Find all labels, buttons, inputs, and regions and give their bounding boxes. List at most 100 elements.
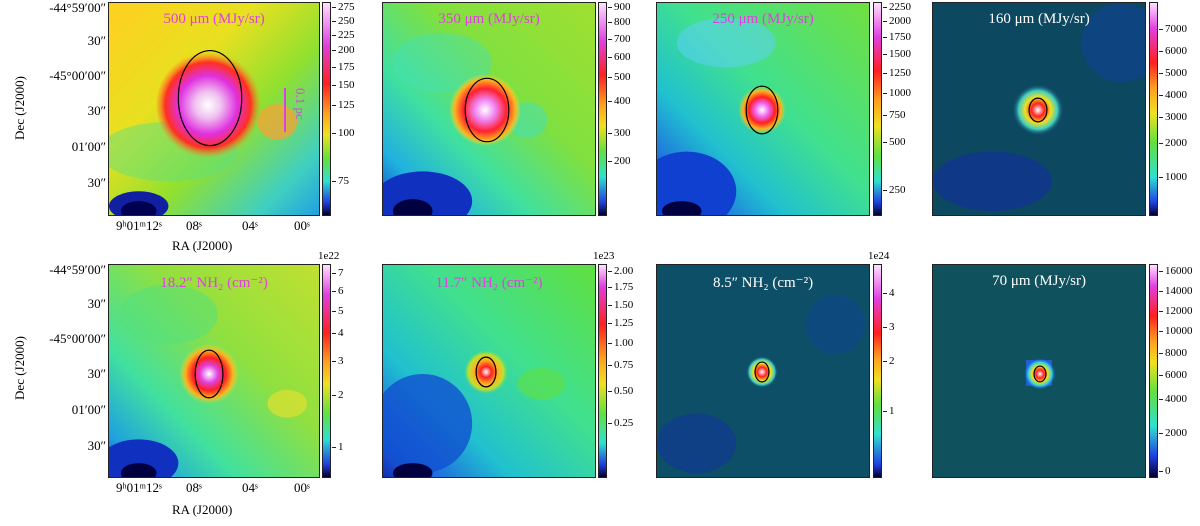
colorbar-tick: 200: [608, 155, 631, 167]
colorbar-tick: 6000: [1159, 45, 1187, 57]
colorbar-multiplier: 1e23: [593, 250, 615, 262]
colorbar-tick: 1.00: [607, 337, 634, 349]
panel-title: 250 μm (MJy/sr): [712, 11, 814, 27]
dec-tick: 30″: [87, 366, 106, 381]
colorbar-tick: 2000: [1159, 137, 1187, 149]
colorbar-tick: 8000: [1159, 347, 1187, 359]
dec-axis-title: Dec (J2000): [12, 336, 27, 400]
colorbar-tick: 1500: [883, 48, 911, 60]
colorbar-tick: 16000: [1159, 265, 1193, 277]
colorbar-tick: 3: [883, 321, 895, 333]
colorbar-tick: 1250: [883, 67, 911, 79]
ra-axis-title: RA (J2000): [172, 502, 233, 517]
map-panel-70um: 70 μm (MJy/sr): [932, 264, 1146, 478]
colorbar: [1149, 264, 1158, 478]
colorbar-tick: 250: [883, 184, 906, 196]
colorbar-tick: 2: [883, 355, 895, 367]
dec-tick: -45°00′00″: [49, 331, 106, 346]
ra-axis-title: RA (J2000): [172, 238, 233, 253]
map-panel-nh2-11: 11.7″ NH₂ (cm⁻²): [382, 264, 596, 478]
colorbar: [322, 264, 331, 478]
colorbar-tick: 750: [883, 109, 906, 121]
colorbar-tick: 1: [332, 441, 344, 453]
map-panel-nh2-18: 18.2″ NH₂ (cm⁻²): [108, 264, 320, 478]
panel-title: 8.5″ NH₂ (cm⁻²): [712, 275, 814, 291]
panel-title: 11.7″ NH₂ (cm⁻²): [435, 275, 543, 291]
colorbar-tick: 0.25: [607, 417, 634, 429]
panel-title: 18.2″ NH₂ (cm⁻²): [160, 275, 268, 291]
colorbar-tick: 1750: [883, 31, 911, 43]
colorbar-tick: 4000: [1159, 393, 1187, 405]
dec-tick: 30″: [87, 438, 106, 453]
colorbar-tick: 600: [608, 51, 631, 63]
colorbar-tick: 400: [608, 95, 631, 107]
colorbar-tick: 3000: [1159, 111, 1187, 123]
dec-tick: 01′00″: [71, 139, 106, 154]
colorbar-tick: 1000: [1159, 171, 1187, 183]
dec-tick: -44°59′00″: [49, 0, 106, 15]
ra-tick: 00ˢ: [294, 480, 310, 495]
colorbar-tick: 3: [332, 355, 344, 367]
colorbar-tick: 1.75: [607, 281, 634, 293]
colorbar-tick: 10000: [1159, 325, 1193, 337]
colorbar-tick: 0: [1159, 465, 1171, 477]
ra-tick: 04ˢ: [242, 480, 258, 495]
colorbar-tick: 150: [332, 79, 355, 91]
colorbar: [873, 264, 882, 478]
dec-axis-title: Dec (J2000): [12, 76, 27, 140]
colorbar: [598, 264, 607, 478]
colorbar-tick: 2000: [1159, 427, 1187, 439]
colorbar-tick: 12000: [1159, 305, 1193, 317]
colorbar-tick: 4: [883, 287, 895, 299]
ra-tick: 00ˢ: [294, 218, 310, 233]
scale-bar: [284, 88, 286, 132]
map-panel-160um: 160 μm (MJy/sr): [932, 2, 1146, 216]
colorbar: [598, 2, 607, 216]
colorbar-tick: 75: [332, 175, 349, 187]
dec-tick: 30″: [87, 103, 106, 118]
map-panel-350um: 350 μm (MJy/sr): [382, 2, 596, 216]
map-panel-500um: 500 μm (MJy/sr): [108, 2, 320, 216]
colorbar-tick: 0.50: [607, 385, 634, 397]
colorbar-tick: 1000: [883, 87, 911, 99]
colorbar-tick: 100: [332, 127, 355, 139]
colorbar-tick: 5000: [1159, 67, 1187, 79]
dec-tick: 01′00″: [71, 402, 106, 417]
dec-tick: -45°00′00″: [49, 68, 106, 83]
colorbar-tick: 2000: [883, 15, 911, 27]
colorbar-tick: 500: [608, 71, 631, 83]
colorbar-tick: 14000: [1159, 285, 1193, 297]
colorbar-tick: 500: [883, 136, 906, 148]
colorbar-tick: 225: [332, 29, 355, 41]
colorbar-tick: 2.00: [607, 265, 634, 277]
colorbar-tick: 2250: [883, 1, 911, 13]
panel-title: 500 μm (MJy/sr): [163, 11, 265, 27]
colorbar-tick: 800: [608, 16, 631, 28]
colorbar-multiplier: 1e24: [868, 250, 890, 262]
colorbar-tick: 200: [332, 44, 355, 56]
dec-tick: 30″: [87, 296, 106, 311]
colorbar-tick: 4: [332, 327, 344, 339]
panel-title: 70 μm (MJy/sr): [992, 273, 1086, 289]
ra-tick: 08ˢ: [186, 480, 202, 495]
colorbar: [873, 2, 882, 216]
dec-tick: 30″: [87, 33, 106, 48]
colorbar-tick: 300: [608, 127, 631, 139]
colorbar-tick: 1.25: [607, 317, 634, 329]
panel-title: 350 μm (MJy/sr): [438, 11, 540, 27]
ra-tick: 04ˢ: [242, 218, 258, 233]
map-panel-nh2-8: 8.5″ NH₂ (cm⁻²): [656, 264, 870, 478]
ra-tick: 08ˢ: [186, 218, 202, 233]
colorbar-tick: 250: [332, 15, 355, 27]
colorbar-tick: 5: [332, 305, 344, 317]
colorbar-tick: 700: [608, 33, 631, 45]
colorbar-tick: 125: [332, 99, 355, 111]
colorbar-tick: 175: [332, 61, 355, 73]
colorbar-multiplier: 1e22: [318, 250, 340, 262]
colorbar-tick: 275: [332, 1, 355, 13]
colorbar-tick: 4000: [1159, 89, 1187, 101]
dec-tick: -44°59′00″: [49, 262, 106, 277]
colorbar-tick: 2: [332, 389, 344, 401]
colorbar-tick: 7: [332, 267, 344, 279]
ra-tick: 9ʰ01ᵐ12ˢ: [116, 218, 162, 233]
